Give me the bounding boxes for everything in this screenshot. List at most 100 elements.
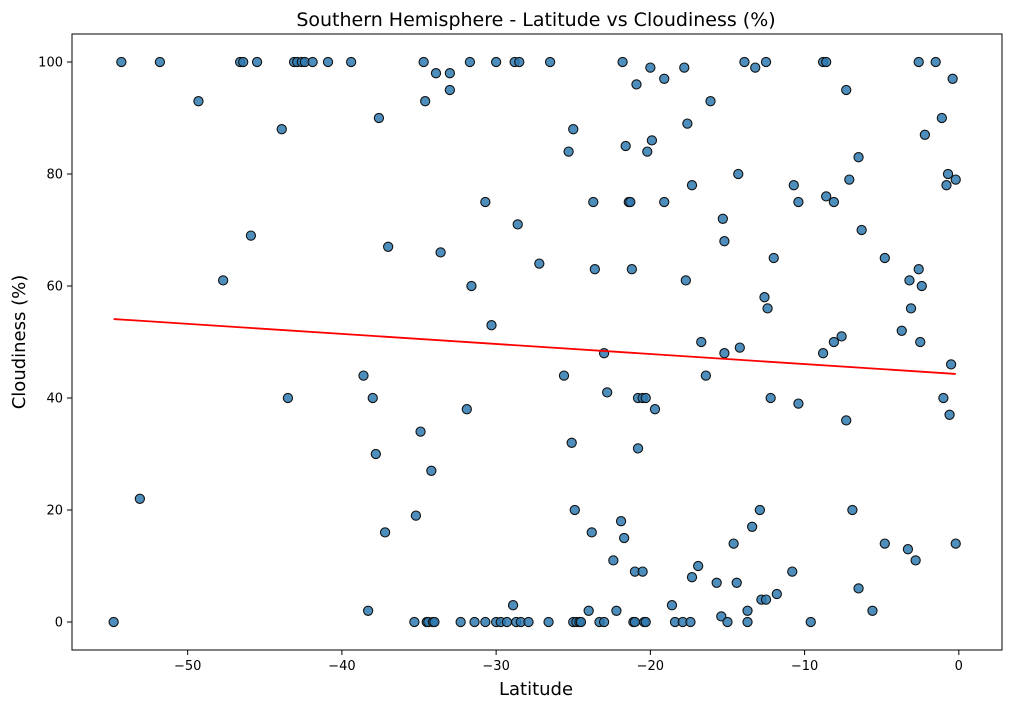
x-axis-ticks: −50 −40 −30 −20 −10 0 <box>174 650 963 674</box>
data-point <box>563 146 574 157</box>
data-points <box>108 56 961 628</box>
data-point <box>679 62 690 73</box>
data-point <box>746 521 758 532</box>
data-point <box>534 258 545 269</box>
x-axis-label: Latitude <box>499 679 573 700</box>
data-point <box>844 174 855 185</box>
data-point <box>583 605 594 616</box>
data-point <box>588 196 599 208</box>
y-tick-label: 100 <box>38 56 63 71</box>
data-point <box>728 538 739 549</box>
data-point <box>904 275 915 286</box>
data-point <box>617 56 628 68</box>
x-tick-label: 0 <box>955 659 963 674</box>
data-point <box>841 415 852 426</box>
chart-title: Southern Hemisphere - Latitude vs Cloudi… <box>296 9 775 31</box>
data-point <box>415 426 426 437</box>
data-point <box>734 342 745 353</box>
y-axis-ticks: 0 20 40 60 80 100 <box>38 56 72 631</box>
data-point <box>841 84 852 96</box>
data-point <box>905 303 917 314</box>
data-point <box>373 112 385 124</box>
data-point <box>945 359 957 370</box>
data-point <box>686 572 698 583</box>
data-point <box>598 616 610 628</box>
data-point <box>640 616 651 628</box>
data-point <box>805 616 816 628</box>
data-point <box>575 616 587 628</box>
data-point <box>455 616 466 628</box>
data-point <box>379 527 391 538</box>
data-point <box>544 56 556 68</box>
data-point <box>853 152 864 163</box>
data-point <box>346 56 357 68</box>
data-point <box>879 538 890 549</box>
data-point <box>589 264 600 275</box>
data-point <box>444 68 456 79</box>
data-point <box>742 616 753 628</box>
data-point <box>523 616 534 628</box>
data-point <box>936 112 948 124</box>
data-point <box>793 398 804 409</box>
x-tick-label: −10 <box>791 659 818 674</box>
data-point <box>649 404 661 415</box>
data-point <box>566 437 577 448</box>
data-point <box>853 583 864 594</box>
data-point <box>760 56 772 68</box>
data-point <box>217 275 229 286</box>
plot-frame <box>71 33 1003 651</box>
y-tick-label: 20 <box>46 504 63 519</box>
data-point <box>666 600 678 611</box>
data-point <box>700 370 712 381</box>
data-point <box>383 241 394 252</box>
data-point <box>608 555 619 566</box>
data-point <box>444 84 456 96</box>
data-point <box>430 68 442 79</box>
data-point <box>615 516 627 527</box>
data-point <box>245 230 257 241</box>
data-point <box>626 264 638 275</box>
x-tick-label: −30 <box>482 659 509 674</box>
y-axis-label: Cloudiness (%) <box>9 275 30 410</box>
data-point <box>944 409 955 420</box>
data-point <box>696 336 707 348</box>
data-point <box>558 370 570 381</box>
data-point <box>771 588 782 600</box>
data-point <box>879 252 890 264</box>
data-point <box>947 73 958 84</box>
data-point <box>680 275 691 286</box>
data-point <box>367 392 378 404</box>
data-point <box>108 616 119 628</box>
data-point <box>568 124 579 135</box>
data-point <box>659 196 670 208</box>
data-point <box>464 56 476 68</box>
data-point <box>418 56 429 68</box>
data-point <box>251 56 263 68</box>
data-point <box>134 493 146 504</box>
data-point <box>569 504 580 516</box>
data-point <box>930 56 941 68</box>
data-point <box>693 560 704 572</box>
data-point <box>711 577 722 588</box>
data-point <box>426 465 437 476</box>
data-point <box>836 331 847 342</box>
data-point <box>821 191 832 202</box>
data-point <box>856 224 867 236</box>
data-point <box>276 124 287 135</box>
data-point <box>469 616 480 628</box>
data-point <box>602 387 613 398</box>
data-point <box>950 174 961 185</box>
y-tick-label: 60 <box>46 280 63 295</box>
data-point <box>466 280 477 292</box>
data-point <box>642 146 653 157</box>
x-tick-label: −40 <box>328 659 355 674</box>
data-point <box>759 292 770 303</box>
data-point <box>910 555 921 566</box>
data-point <box>867 605 878 616</box>
data-point <box>501 616 513 628</box>
data-point <box>916 280 927 292</box>
data-point <box>490 56 502 68</box>
data-point <box>507 600 519 611</box>
data-point <box>435 247 446 258</box>
data-point <box>611 605 622 616</box>
